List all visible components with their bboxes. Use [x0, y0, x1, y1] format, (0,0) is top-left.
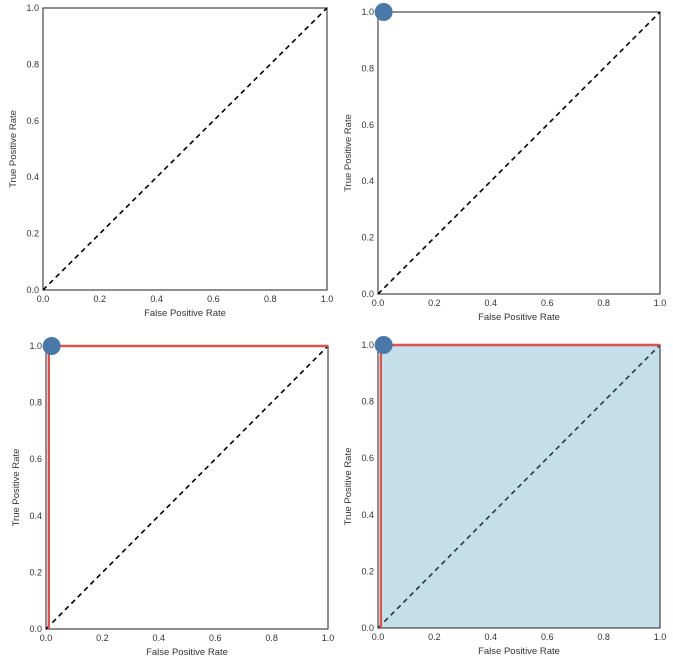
y-tick-label: 0.4 — [361, 176, 374, 186]
auc-area — [380, 345, 660, 628]
x-tick-label: 0.8 — [597, 298, 610, 308]
x-axis-label: False Positive Rate — [478, 312, 560, 323]
y-tick-label: 1.0 — [29, 341, 42, 351]
x-tick-label: 0.0 — [372, 298, 385, 308]
y-tick-label: 0.0 — [361, 289, 374, 299]
y-tick-label: 0.2 — [26, 229, 39, 239]
y-tick-label: 1.0 — [361, 7, 374, 17]
y-tick-label: 0.6 — [361, 453, 374, 463]
x-tick-label: 0.0 — [372, 632, 385, 642]
x-tick-label: 0.4 — [485, 298, 498, 308]
y-tick-label: 0.4 — [29, 511, 42, 521]
y-tick-label: 0.6 — [26, 116, 39, 126]
x-tick-label: 0.6 — [209, 633, 222, 643]
y-tick-label: 0.8 — [361, 397, 374, 407]
x-tick-label: 0.4 — [150, 294, 163, 304]
panel-top-left: 0.0 0.2 0.4 0.6 0.8 1.0 0.0 0.2 0.4 0.6 0.8 1.0 Fals… — [8, 3, 333, 319]
y-axis-label: True Positive Rate — [11, 449, 22, 527]
x-axis-label: False Positive Rate — [146, 647, 228, 658]
y-tick-label: 0.4 — [361, 510, 374, 520]
y-tick-label: 1.0 — [26, 3, 39, 13]
chance-line — [377, 344, 661, 629]
y-tick-label: 0.0 — [361, 623, 374, 633]
y-axis-label: True Positive Rate — [343, 448, 354, 526]
y-tick-label: 0.2 — [361, 566, 374, 576]
classifier-point — [42, 337, 61, 355]
classifier-point — [374, 336, 393, 354]
y-tick-label: 0.0 — [29, 624, 42, 634]
x-tick-label: 1.0 — [322, 633, 335, 643]
y-tick-label: 0.8 — [361, 63, 374, 73]
y-axis-label: True Positive Rate — [8, 110, 19, 188]
x-tick-label: 0.2 — [428, 298, 441, 308]
chance-line — [377, 11, 661, 295]
x-tick-label: 0.6 — [541, 632, 554, 642]
y-axis-label: True Positive Rate — [343, 114, 354, 192]
y-tick-label: 0.8 — [29, 398, 42, 408]
x-tick-label: 0.0 — [40, 633, 53, 643]
x-tick-label: 0.2 — [428, 632, 441, 642]
x-axis-label: False Positive Rate — [478, 646, 560, 657]
x-axis-label: False Positive Rate — [144, 308, 226, 319]
x-tick-label: 0.8 — [264, 294, 277, 304]
y-tick-label: 0.6 — [361, 120, 374, 130]
panel-top-right: 0.0 0.2 0.4 0.6 0.8 1.0 0.0 0.2 0.4 0.6 0.8 1.0 Fals… — [343, 3, 666, 323]
x-tick-label: 0.0 — [37, 294, 50, 304]
x-tick-label: 0.8 — [265, 633, 278, 643]
classifier-point — [374, 3, 393, 21]
y-tick-label: 0.4 — [26, 172, 39, 182]
chance-line — [45, 345, 329, 630]
x-tick-label: 0.8 — [597, 632, 610, 642]
x-tick-label: 1.0 — [321, 294, 334, 304]
x-tick-label: 1.0 — [654, 298, 667, 308]
axes-frame — [42, 7, 328, 291]
roc-line — [47, 344, 328, 629]
x-tick-label: 0.2 — [96, 633, 109, 643]
x-tick-label: 0.2 — [94, 294, 107, 304]
y-tick-label: 1.0 — [361, 340, 374, 350]
panel-bottom-right: 0.0 0.2 0.4 0.6 0.8 1.0 0.0 0.2 0.4 0.6 0.8 1.0 Fals… — [343, 336, 666, 657]
x-tick-label: 0.6 — [541, 298, 554, 308]
x-tick-label: 1.0 — [654, 632, 667, 642]
y-tick-label: 0.2 — [29, 567, 42, 577]
y-tick-label: 0.0 — [26, 285, 39, 295]
chance-line — [42, 7, 328, 291]
y-tick-label: 0.2 — [361, 233, 374, 243]
panel-bottom-left: 0.0 0.2 0.4 0.6 0.8 1.0 0.0 0.2 0.4 0.6 0.8 1.0 Fals… — [11, 337, 334, 658]
x-tick-label: 0.6 — [207, 294, 220, 304]
axes-frame — [377, 11, 661, 295]
x-tick-label: 0.4 — [153, 633, 166, 643]
y-tick-label: 0.6 — [29, 454, 42, 464]
y-tick-label: 0.8 — [26, 59, 39, 69]
x-tick-label: 0.4 — [485, 632, 498, 642]
